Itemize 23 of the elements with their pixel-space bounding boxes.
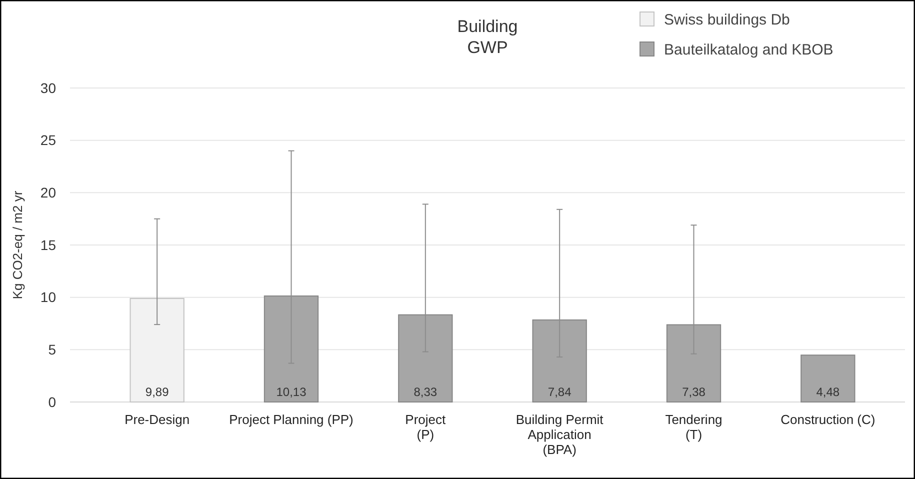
y-tick-label: 5 [48,342,56,358]
x-tick-label: Tendering (T) [665,412,722,442]
x-tick-label: Project (P) [405,412,446,442]
x-tick-label: Pre-Design [124,412,190,427]
data-label: 8,33 [414,385,438,399]
data-label: 7,84 [548,385,572,399]
y-tick-label: 0 [48,394,56,410]
legend-label: Bauteilkatalog and KBOB [664,41,834,58]
data-label: 4,48 [816,385,840,399]
x-tick-label: Building Permit Application (BPA) [516,412,604,457]
data-label: 7,38 [682,385,706,399]
y-tick-label: 25 [40,132,56,148]
y-axis-title: Kg CO2-eq / m2 yr [10,190,25,300]
y-tick-label: 20 [40,184,56,201]
x-tick-label: Construction (C) [780,412,876,427]
y-tick-label: 15 [40,236,56,253]
y-tick-label: 10 [40,289,56,306]
data-label: 10,13 [276,385,307,399]
chart-title: Building GWP [457,17,518,57]
y-tick-label: 30 [40,80,56,96]
data-label: 9,89 [145,385,170,399]
x-tick-label: Project Planning (PP) [229,412,354,427]
legend-label: Swiss buildings Db [664,11,790,28]
